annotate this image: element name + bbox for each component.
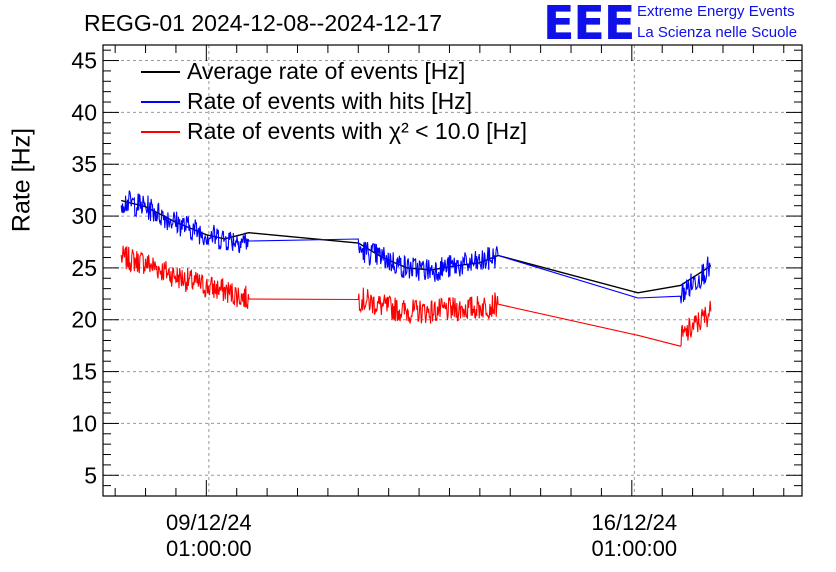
legend-label: Rate of events with χ² < 10.0 [Hz] bbox=[187, 118, 527, 144]
y-tick-label: 10 bbox=[71, 410, 97, 436]
y-tick-label: 40 bbox=[71, 99, 97, 125]
y-tick-label: 15 bbox=[71, 359, 97, 385]
series-line-0 bbox=[121, 199, 712, 294]
logo-line-2: La Scienza nelle Scuole bbox=[637, 24, 798, 41]
legend-label: Average rate of events [Hz] bbox=[187, 58, 466, 84]
series-line-1 bbox=[120, 190, 711, 304]
y-tick-label: 35 bbox=[71, 151, 97, 177]
x-tick-date: 16/12/24 bbox=[591, 510, 678, 535]
y-tick-label: 30 bbox=[71, 203, 97, 229]
logo-line-1: Extreme Energy Events bbox=[637, 3, 795, 20]
x-tick-date: 09/12/24 bbox=[166, 510, 252, 535]
y-tick-label: 25 bbox=[71, 255, 97, 281]
x-tick-time: 01:00:00 bbox=[166, 536, 252, 561]
eee-logo: EEE bbox=[543, 0, 635, 50]
y-tick-label: 20 bbox=[71, 307, 97, 333]
legend-label: Rate of events with hits [Hz] bbox=[187, 88, 473, 114]
chart-title: REGG-01 2024-12-08--2024-12-17 bbox=[84, 10, 442, 36]
series-line-2 bbox=[120, 245, 712, 347]
y-tick-label: 45 bbox=[71, 48, 97, 74]
plot-frame bbox=[102, 44, 803, 497]
y-tick-label: 5 bbox=[84, 462, 97, 488]
x-tick-time: 01:00:00 bbox=[591, 536, 678, 561]
x-tick-label: 16/12/24 01:00:00 bbox=[554, 510, 714, 562]
x-tick-label: 09/12/24 01:00:00 bbox=[129, 510, 289, 562]
